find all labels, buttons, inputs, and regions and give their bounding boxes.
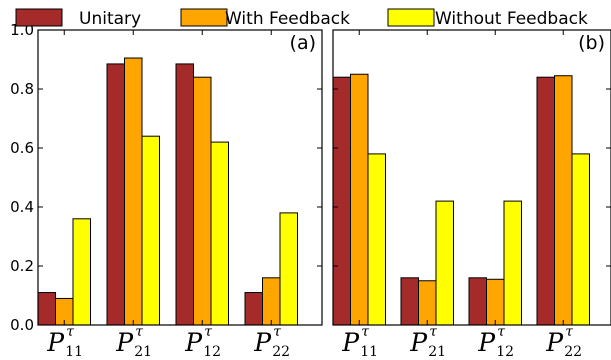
y-tick-label: 0.0: [10, 316, 34, 334]
x-tick-label-main: P: [341, 328, 360, 356]
legend-label: With Feedback: [225, 9, 350, 29]
bar-unitary-1: [106, 63, 125, 326]
x-tick-label-main: P: [253, 328, 272, 356]
bar-without-feedback-3: [279, 212, 298, 326]
legend-swatch-with-feedback: [180, 8, 228, 27]
bar-without-feedback-2: [210, 141, 229, 326]
bar-with-feedback-2: [193, 76, 212, 326]
legend-swatch-without-feedback: [387, 8, 435, 27]
bar-without-feedback-0: [367, 153, 386, 326]
legend-swatch-unitary: [15, 8, 63, 27]
x-tick-label-sup: τ: [204, 324, 212, 340]
y-tick-label: 0.6: [10, 139, 34, 157]
x-tick-label-main: P: [409, 328, 428, 356]
x-tick-label-main: P: [46, 328, 65, 356]
x-tick-label-sup: τ: [135, 324, 143, 340]
x-tick-label-main: P: [477, 328, 496, 356]
plot-frame: [332, 29, 611, 326]
bar-with-feedback-3: [262, 277, 281, 326]
x-tick-label-sub: 21: [428, 344, 446, 356]
bar-with-feedback-3: [554, 75, 573, 326]
bar-without-feedback-1: [141, 135, 160, 326]
y-tick-label: 0.2: [10, 257, 34, 275]
x-tick-label-main: P: [115, 328, 134, 356]
bar-unitary-0: [37, 292, 56, 326]
x-tick-label-main: P: [184, 328, 203, 356]
legend: Unitary With Feedback Without Feedback: [15, 8, 588, 29]
bar-with-feedback-0: [350, 73, 369, 326]
panel-label: (b): [578, 32, 605, 54]
bar-without-feedback-2: [503, 200, 522, 326]
plot-frame: [37, 29, 323, 326]
x-tick-label-sub: 22: [272, 344, 290, 356]
bar-with-feedback-2: [486, 278, 505, 326]
x-tick-label-sub: 21: [134, 344, 152, 356]
x-tick-label-sub: 12: [203, 344, 221, 356]
x-tick-label-sup: τ: [565, 324, 573, 340]
x-tick-label-sup: τ: [361, 324, 369, 340]
bar-with-feedback-1: [124, 57, 143, 326]
bar-without-feedback-3: [571, 153, 590, 326]
x-tick-label-sub: 11: [65, 344, 83, 356]
legend-label: Unitary: [79, 9, 141, 29]
x-tick-label-main: P: [545, 328, 564, 356]
x-tick-label-sub: 12: [496, 344, 514, 356]
y-tick-label: 0.8: [10, 80, 34, 98]
panel-label: (a): [290, 32, 316, 54]
x-tick-label-sup: τ: [497, 324, 505, 340]
legend-label: Without Feedback: [435, 9, 588, 29]
bar-unitary-3: [244, 292, 263, 326]
x-tick-label-sup: τ: [66, 324, 74, 340]
x-tick-label-sub: 22: [564, 344, 582, 356]
bar-unitary-2: [175, 63, 194, 326]
bar-without-feedback-0: [72, 218, 91, 326]
bar-with-feedback-1: [418, 280, 437, 326]
bar-unitary-3: [536, 76, 555, 326]
bar-unitary-2: [468, 277, 487, 326]
bar-unitary-0: [332, 76, 351, 326]
y-tick-label: 0.4: [10, 198, 34, 216]
bar-without-feedback-1: [435, 200, 454, 326]
x-tick-label-sup: τ: [429, 324, 437, 340]
bar-unitary-1: [400, 277, 419, 326]
x-tick-label-sub: 11: [360, 344, 378, 356]
x-tick-label-sup: τ: [273, 324, 281, 340]
